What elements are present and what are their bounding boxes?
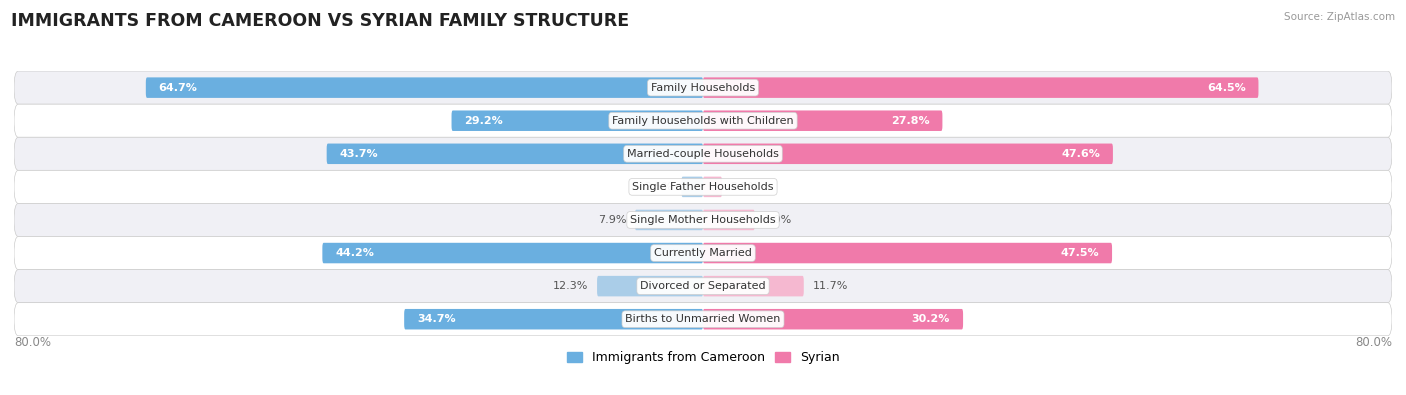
Text: 6.0%: 6.0% [763,215,792,225]
FancyBboxPatch shape [14,104,1392,137]
Text: 64.5%: 64.5% [1206,83,1246,93]
FancyBboxPatch shape [14,170,1392,203]
FancyBboxPatch shape [451,111,703,131]
Text: 29.2%: 29.2% [464,116,503,126]
FancyBboxPatch shape [682,177,703,197]
Text: 30.2%: 30.2% [911,314,950,324]
Text: Family Households: Family Households [651,83,755,93]
FancyBboxPatch shape [14,137,1392,170]
FancyBboxPatch shape [326,143,703,164]
Text: 47.6%: 47.6% [1062,149,1099,159]
FancyBboxPatch shape [14,203,1392,237]
FancyBboxPatch shape [14,71,1392,104]
FancyBboxPatch shape [703,143,1114,164]
Text: 2.2%: 2.2% [731,182,759,192]
Text: Births to Unmarried Women: Births to Unmarried Women [626,314,780,324]
FancyBboxPatch shape [703,111,942,131]
FancyBboxPatch shape [703,243,1112,263]
FancyBboxPatch shape [636,210,703,230]
FancyBboxPatch shape [703,309,963,329]
Text: Single Father Households: Single Father Households [633,182,773,192]
Text: 11.7%: 11.7% [813,281,848,291]
FancyBboxPatch shape [703,77,1258,98]
FancyBboxPatch shape [598,276,703,296]
FancyBboxPatch shape [146,77,703,98]
Text: 7.9%: 7.9% [598,215,626,225]
FancyBboxPatch shape [703,177,721,197]
Text: 80.0%: 80.0% [14,336,51,349]
Text: 34.7%: 34.7% [418,314,456,324]
Text: Family Households with Children: Family Households with Children [612,116,794,126]
FancyBboxPatch shape [322,243,703,263]
Text: Source: ZipAtlas.com: Source: ZipAtlas.com [1284,12,1395,22]
FancyBboxPatch shape [14,237,1392,269]
Text: Divorced or Separated: Divorced or Separated [640,281,766,291]
FancyBboxPatch shape [14,269,1392,303]
Text: Single Mother Households: Single Mother Households [630,215,776,225]
FancyBboxPatch shape [703,210,755,230]
Text: 44.2%: 44.2% [335,248,374,258]
Text: 27.8%: 27.8% [891,116,929,126]
FancyBboxPatch shape [404,309,703,329]
Text: 80.0%: 80.0% [1355,336,1392,349]
Text: 43.7%: 43.7% [340,149,378,159]
FancyBboxPatch shape [14,303,1392,336]
Text: Married-couple Households: Married-couple Households [627,149,779,159]
FancyBboxPatch shape [703,276,804,296]
Text: 12.3%: 12.3% [553,281,589,291]
Legend: Immigrants from Cameroon, Syrian: Immigrants from Cameroon, Syrian [561,346,845,369]
Text: 64.7%: 64.7% [159,83,198,93]
Text: 2.5%: 2.5% [644,182,673,192]
Text: 47.5%: 47.5% [1060,248,1099,258]
Text: Currently Married: Currently Married [654,248,752,258]
Text: IMMIGRANTS FROM CAMEROON VS SYRIAN FAMILY STRUCTURE: IMMIGRANTS FROM CAMEROON VS SYRIAN FAMIL… [11,12,630,30]
